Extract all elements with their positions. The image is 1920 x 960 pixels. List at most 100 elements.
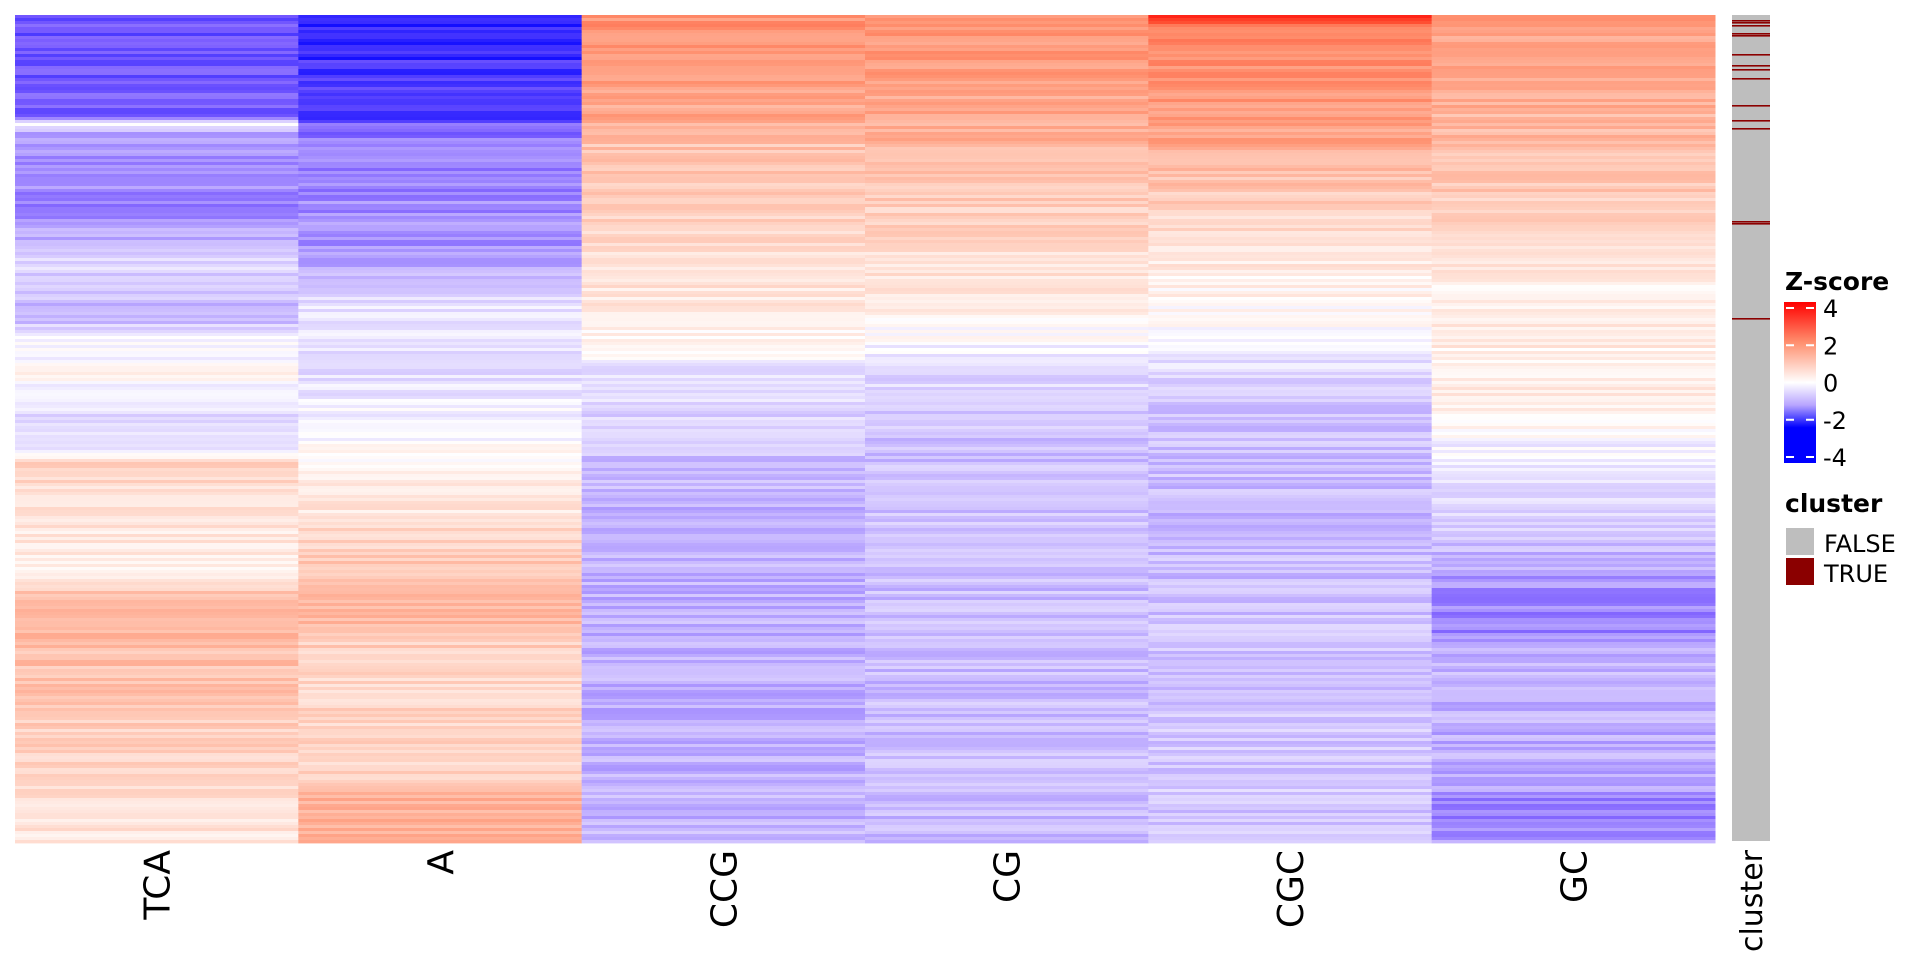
heatmap-cell-TCA [15, 399, 299, 403]
heatmap-cell-CCG [581, 627, 866, 631]
heatmap-cell-TCA [15, 183, 299, 187]
heatmap-cell-TCA [15, 639, 299, 643]
heatmap-cell-GC [1431, 687, 1716, 691]
heatmap-cell-GC [1431, 66, 1716, 70]
heatmap-cell-TCA [15, 21, 299, 25]
heatmap-cell-CCG [581, 432, 866, 436]
cluster-false-band [1732, 15, 1770, 841]
heatmap-cell-A [298, 420, 583, 424]
heatmap-cell-CCG [581, 579, 866, 583]
heatmap-cell-CCG [581, 78, 866, 82]
heatmap-cell-CGC [1148, 534, 1433, 538]
heatmap-cell-TCA [15, 777, 299, 781]
heatmap-cell-CGC [1148, 126, 1433, 130]
heatmap-cell-CGC [1148, 195, 1433, 199]
heatmap-cell-CCG [581, 195, 866, 199]
heatmap-cell-CCG [581, 750, 866, 754]
heatmap-cell-A [298, 717, 583, 721]
heatmap-cell-CCG [581, 636, 866, 640]
heatmap-cell-GC [1431, 573, 1716, 577]
heatmap-cell-TCA [15, 822, 299, 826]
heatmap-cell-TCA [15, 510, 299, 514]
heatmap-cell-CCG [581, 840, 866, 844]
heatmap-cell-CG [865, 441, 1149, 445]
heatmap-cell-GC [1431, 300, 1716, 304]
heatmap-cell-GC [1431, 435, 1716, 439]
heatmap-cell-TCA [15, 342, 299, 346]
heatmap-cell-TCA [15, 291, 299, 295]
heatmap-cell-CCG [581, 798, 866, 802]
heatmap-cell-CGC [1148, 792, 1433, 796]
heatmap-cell-A [298, 753, 583, 757]
heatmap-cell-GC [1431, 798, 1716, 802]
heatmap-cell-TCA [15, 654, 299, 658]
heatmap-cell-GC [1431, 324, 1716, 328]
heatmap-cell-CGC [1148, 354, 1433, 358]
heatmap-cell-CG [865, 549, 1149, 553]
heatmap-cell-CCG [581, 327, 866, 331]
heatmap-cell-CG [865, 141, 1149, 145]
heatmap-cell-GC [1431, 540, 1716, 544]
heatmap-cell-CGC [1148, 213, 1433, 217]
heatmap-cell-CGC [1148, 708, 1433, 712]
heatmap-cell-A [298, 597, 583, 601]
heatmap-cell-GC [1431, 378, 1716, 382]
heatmap-cell-CCG [581, 753, 866, 757]
heatmap-cell-CGC [1148, 474, 1433, 478]
heatmap-cell-CGC [1148, 174, 1433, 178]
heatmap-cell-A [298, 654, 583, 658]
heatmap-cell-A [298, 495, 583, 499]
heatmap-cell-A [298, 111, 583, 115]
heatmap-cell-CCG [581, 174, 866, 178]
heatmap-cell-CCG [581, 399, 866, 403]
heatmap-cell-TCA [15, 753, 299, 757]
heatmap-cell-CG [865, 702, 1149, 706]
heatmap-cell-CGC [1148, 768, 1433, 772]
column-label-CG: CG [988, 850, 1029, 903]
heatmap-cell-A [298, 465, 583, 469]
heatmap-cell-CCG [581, 171, 866, 175]
heatmap-cell-CCG [581, 789, 866, 793]
heatmap-cell-GC [1431, 783, 1716, 787]
heatmap-cell-CGC [1148, 219, 1433, 223]
heatmap-cell-TCA [15, 780, 299, 784]
heatmap-cell-CCG [581, 360, 866, 364]
heatmap-cell-A [298, 207, 583, 211]
heatmap-cell-TCA [15, 123, 299, 127]
zscore-tick-label: 0 [1823, 370, 1838, 398]
heatmap-cell-TCA [15, 759, 299, 763]
heatmap-cell-CGC [1148, 69, 1433, 73]
heatmap-cell-A [298, 744, 583, 748]
heatmap-cell-A [298, 498, 583, 502]
heatmap-cell-CCG [581, 552, 866, 556]
heatmap-cell-TCA [15, 363, 299, 367]
heatmap-cell-CCG [581, 747, 866, 751]
heatmap-cell-CGC [1148, 576, 1433, 580]
heatmap-cell-CGC [1148, 327, 1433, 331]
heatmap-cell-TCA [15, 798, 299, 802]
heatmap-cell-CG [865, 714, 1149, 718]
heatmap-cell-A [298, 195, 583, 199]
heatmap-cell-CG [865, 387, 1149, 391]
heatmap-cell-A [298, 381, 583, 385]
heatmap-cell-GC [1431, 267, 1716, 271]
heatmap-cell-TCA [15, 672, 299, 676]
heatmap-cell-CG [865, 516, 1149, 520]
heatmap-cell-GC [1431, 786, 1716, 790]
heatmap-cell-TCA [15, 465, 299, 469]
heatmap-cell-A [298, 330, 583, 334]
heatmap-cell-TCA [15, 333, 299, 337]
heatmap-cell-TCA [15, 360, 299, 364]
heatmap-cell-A [298, 378, 583, 382]
heatmap-cell-CGC [1148, 453, 1433, 457]
heatmap-cell-CG [865, 99, 1149, 103]
heatmap-cell-CCG [581, 177, 866, 181]
heatmap-cell-GC [1431, 534, 1716, 538]
heatmap-cell-CG [865, 282, 1149, 286]
heatmap-cell-GC [1431, 609, 1716, 613]
heatmap-cell-CG [865, 138, 1149, 142]
heatmap-cell-CCG [581, 426, 866, 430]
heatmap-cell-CCG [581, 816, 866, 820]
heatmap-cell-TCA [15, 537, 299, 541]
heatmap-cell-CGC [1148, 177, 1433, 181]
